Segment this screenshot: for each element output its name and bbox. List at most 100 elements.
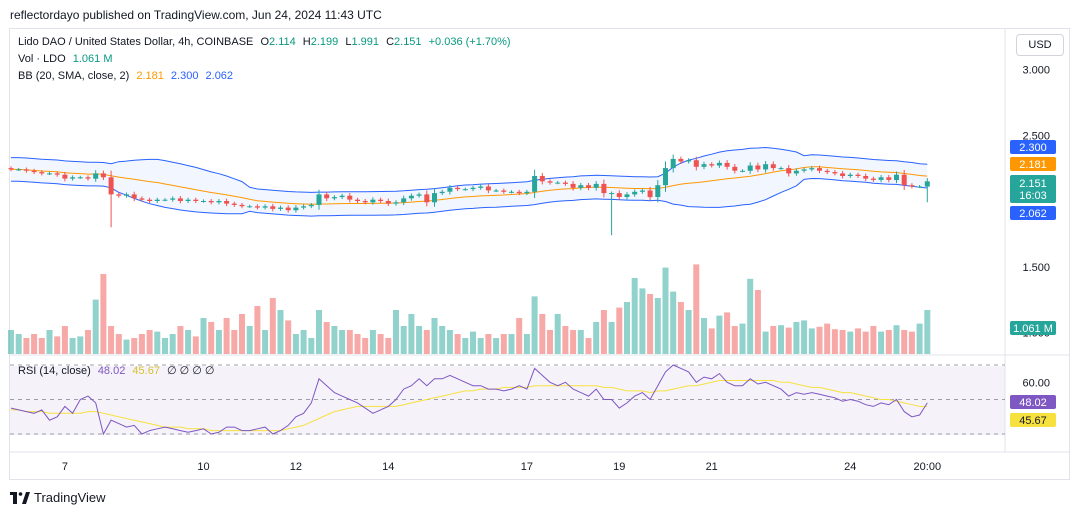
time-tick-label: 14 — [382, 461, 394, 473]
candle-body — [878, 177, 884, 180]
rsi-value-label: 48.02 — [1019, 397, 1047, 409]
candle-body — [93, 173, 99, 179]
volume-bar — [69, 338, 76, 354]
volume-bar — [924, 310, 931, 354]
legend-l-label: L — [345, 36, 352, 48]
volume-bar — [393, 310, 399, 354]
legend-bb-upper: 2.300 — [170, 70, 199, 82]
candle-body — [855, 174, 861, 176]
legend-symbol-row: Lido DAO / United States Dollar, 4h, COI… — [18, 36, 511, 48]
candle-body — [709, 164, 715, 166]
time-tick-label: 17 — [521, 461, 533, 473]
volume-bar — [670, 291, 677, 354]
volume-bar — [77, 336, 84, 354]
volume-bar — [8, 330, 14, 354]
candle-body — [224, 201, 230, 204]
candle-body — [154, 199, 160, 201]
candle-body — [809, 168, 815, 170]
volume-bar — [708, 328, 715, 354]
legend-bb-mid: 2.181 — [136, 70, 164, 82]
candle-body — [847, 174, 853, 176]
candle-body — [239, 204, 245, 207]
volume-bar — [54, 336, 61, 354]
candle-body — [385, 201, 391, 204]
candle-body — [393, 202, 399, 204]
candle-body — [285, 207, 291, 211]
volume-bar — [15, 334, 22, 354]
candle-body — [840, 173, 846, 176]
volume-bar — [616, 307, 623, 354]
candle-body — [824, 170, 830, 173]
volume-bar — [400, 326, 407, 354]
candle-body — [270, 206, 276, 209]
candle-body — [909, 185, 915, 187]
volume-bar — [916, 323, 923, 354]
legend-o-label: O — [260, 36, 270, 48]
candle-body — [586, 185, 591, 188]
legend-bb-row: BB (20, SMA, close, 2) 2.181 2.300 2.062 — [18, 70, 233, 82]
candle-body — [778, 168, 784, 170]
candle-body — [124, 194, 129, 196]
currency-button[interactable]: USD — [1016, 34, 1064, 56]
volume-bar — [346, 330, 353, 354]
candle-body — [686, 160, 692, 162]
volume-bar — [747, 278, 754, 354]
bb-basis-line — [11, 166, 928, 205]
candle-body — [763, 164, 769, 170]
candle-body — [493, 190, 499, 192]
volume-bar — [192, 336, 199, 354]
candle-body — [455, 187, 461, 190]
volume-bar — [677, 302, 684, 354]
volume-bar — [770, 326, 777, 354]
candle-body — [262, 206, 268, 208]
candle-body — [362, 201, 368, 203]
volume-bar — [785, 327, 792, 354]
footer-brand[interactable]: TradingView — [10, 490, 106, 505]
chart-frame[interactable] — [9, 28, 1070, 480]
volume-bar — [639, 288, 646, 354]
candle-body — [401, 198, 407, 203]
legend-open: 2.114 — [269, 36, 296, 48]
volume-bar — [662, 267, 669, 354]
candle-body — [593, 183, 599, 188]
volume-bar — [493, 338, 500, 354]
candle-body — [740, 170, 745, 172]
volume-bar — [470, 331, 476, 354]
candle-body — [693, 160, 699, 167]
volume-bar — [123, 339, 130, 354]
candle-body — [316, 194, 322, 205]
basis-price-label: 2.181 — [1019, 159, 1047, 171]
candle-body — [509, 191, 514, 193]
time-tick-label: 19 — [613, 461, 625, 473]
volume-bar — [693, 264, 700, 354]
rsi-tick-label: 60.00 — [1022, 377, 1050, 389]
volume-bar — [554, 314, 561, 354]
volume-bar — [870, 326, 877, 354]
candle-body — [724, 162, 730, 167]
volume-bar — [431, 318, 438, 354]
volume-bar — [454, 334, 461, 354]
volume-bar — [331, 326, 338, 354]
legend-rsi: 48.02 — [97, 365, 126, 377]
rsi-value-label-bg — [1010, 395, 1056, 409]
volume-bar — [685, 310, 692, 354]
legend-rsi-row: RSI (14, close) 48.02 45.67 ∅ ∅ ∅ ∅ — [18, 364, 215, 377]
lower-band-price-label-bg — [1010, 206, 1056, 220]
candle-body — [485, 186, 491, 191]
time-tick-label: 10 — [197, 461, 209, 473]
volume-bar — [716, 315, 723, 354]
volume-bar — [138, 334, 145, 354]
price-pane-bg — [10, 29, 1005, 353]
candle-body — [624, 194, 630, 197]
candle-body — [216, 201, 222, 203]
candle-body — [324, 194, 330, 199]
candle-body — [532, 176, 538, 192]
volume-bar — [816, 326, 823, 354]
legend-vol: 1.061 M — [72, 53, 113, 65]
candle-body — [786, 168, 792, 174]
volume-bar — [277, 310, 284, 354]
rsi-band — [10, 366, 1005, 435]
candle-body — [678, 158, 684, 162]
volume-bar — [808, 328, 815, 354]
